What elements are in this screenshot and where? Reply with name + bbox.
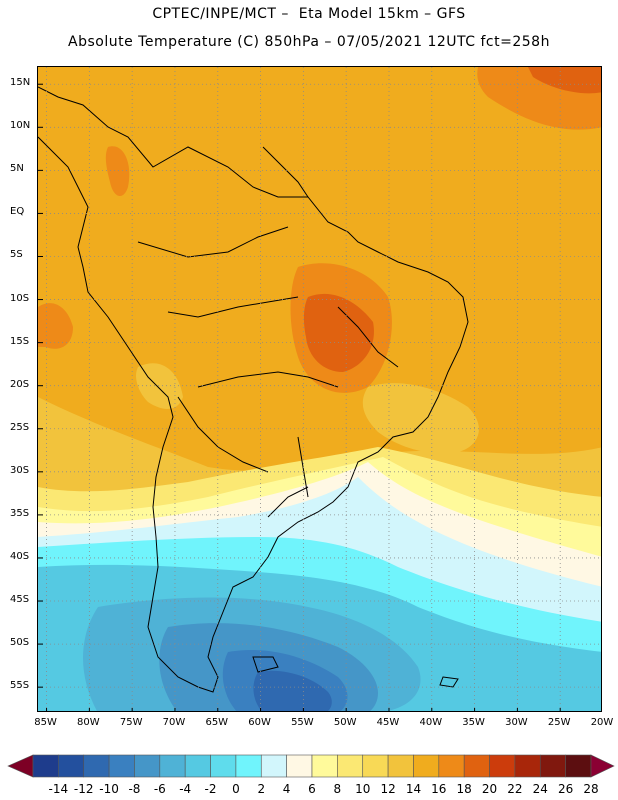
colorbar-label: 0: [232, 782, 240, 796]
lat-tick-label: 40S: [10, 550, 30, 562]
colorbar-swatch: [539, 754, 566, 778]
colorbar-swatch: [463, 754, 490, 778]
colorbar-swatch: [210, 754, 237, 778]
colorbar-swatch: [159, 754, 186, 778]
colorbar-swatch: [260, 754, 287, 778]
colorbar-swatch: [83, 754, 110, 778]
lat-tick-label: 30S: [10, 464, 30, 476]
colorbar-swatch: [337, 754, 364, 778]
colorbar-label: 2: [257, 782, 266, 796]
lon-tick-label: 80W: [77, 717, 100, 728]
colorbar-swatch: [184, 754, 211, 778]
colorbar-label: 24: [532, 782, 548, 796]
colorbar-label: -14: [48, 782, 69, 796]
colorbar-label: 22: [507, 782, 523, 796]
lat-tick-label: EQ: [10, 206, 25, 218]
lon-tick-label: 25W: [547, 717, 571, 728]
lat-tick-label: 10N: [10, 120, 31, 132]
lon-tick-label: 40W: [419, 717, 443, 728]
lat-tick-label: 5N: [10, 163, 24, 175]
colorbar-swatch: [387, 754, 414, 778]
colorbar-arrow-high: [590, 754, 615, 778]
colorbar-label: -2: [204, 782, 217, 796]
colorbar-swatch: [58, 754, 85, 778]
colorbar-swatch: [311, 754, 338, 778]
lon-tick-label: 60W: [248, 717, 271, 728]
colorbar-swatch: [108, 754, 135, 778]
lon-tick-label: 75W: [119, 717, 143, 728]
lon-tick-label: 45W: [376, 717, 400, 728]
colorbar-label: -6: [153, 782, 166, 796]
lon-tick-label: 35W: [462, 717, 485, 728]
colorbar-label: 28: [583, 782, 599, 796]
colorbar-swatch: [565, 754, 592, 778]
map-title-line2: Absolute Temperature (C) 850hPa – 07/05/…: [68, 34, 550, 50]
colorbar-label: -8: [128, 782, 141, 796]
colorbar-label: 4: [282, 782, 291, 796]
lon-tick-label: 85W: [34, 717, 57, 728]
colorbar-label: 18: [456, 782, 472, 796]
lat-tick-label: 25S: [10, 421, 30, 433]
colorbar-label: 26: [557, 782, 574, 796]
colorbar-label: 14: [405, 782, 422, 796]
map-title-line1: CPTEC/INPE/MCT – Eta Model 15km – GFS: [152, 6, 466, 22]
colorbar-swatch: [514, 754, 541, 778]
lon-tick-label: 20W: [590, 717, 614, 728]
colorbar-swatch: [489, 754, 516, 778]
colorbar-label: 10: [355, 782, 371, 796]
lat-tick-label: 45S: [10, 594, 30, 606]
lat-tick-label: 10S: [10, 292, 30, 304]
lon-tick-label: 70W: [162, 717, 186, 728]
lat-tick-label: 35S: [10, 507, 30, 519]
lat-tick-label: 5S: [10, 249, 23, 261]
lon-tick-label: 30W: [505, 717, 528, 728]
colorbar-label: 6: [308, 782, 316, 796]
colorbar-swatch: [134, 754, 161, 778]
colorbar-label: 8: [333, 782, 342, 796]
lon-tick-label: 50W: [333, 717, 357, 728]
colorbar-swatch: [235, 754, 262, 778]
colorbar-label: 16: [431, 782, 447, 796]
colorbar-swatch: [413, 754, 440, 778]
colorbar-label: -10: [99, 782, 119, 796]
lat-tick-label: 50S: [10, 637, 30, 649]
colorbar-swatch: [362, 754, 389, 778]
colorbar-label: 12: [380, 782, 396, 796]
temperature-map: [37, 66, 602, 712]
colorbar-label: -4: [179, 782, 192, 796]
colorbar-swatch: [32, 754, 59, 778]
lon-tick-label: 65W: [205, 717, 229, 728]
lat-tick-label: 55S: [10, 680, 30, 692]
lat-tick-label: 15N: [10, 77, 31, 89]
colorbar-swatch: [438, 754, 465, 778]
graticule: [38, 67, 601, 711]
colorbar-label: 20: [481, 782, 498, 796]
lat-tick-label: 20S: [10, 378, 30, 390]
colorbar-label: -12: [73, 782, 94, 796]
colorbar-swatch: [286, 754, 313, 778]
lat-tick-label: 15S: [10, 335, 30, 347]
lon-tick-label: 55W: [291, 717, 314, 728]
temperature-field: [38, 67, 601, 711]
colorbar: [7, 754, 615, 778]
colorbar-arrow-low: [7, 754, 34, 778]
coastline: [38, 86, 469, 693]
